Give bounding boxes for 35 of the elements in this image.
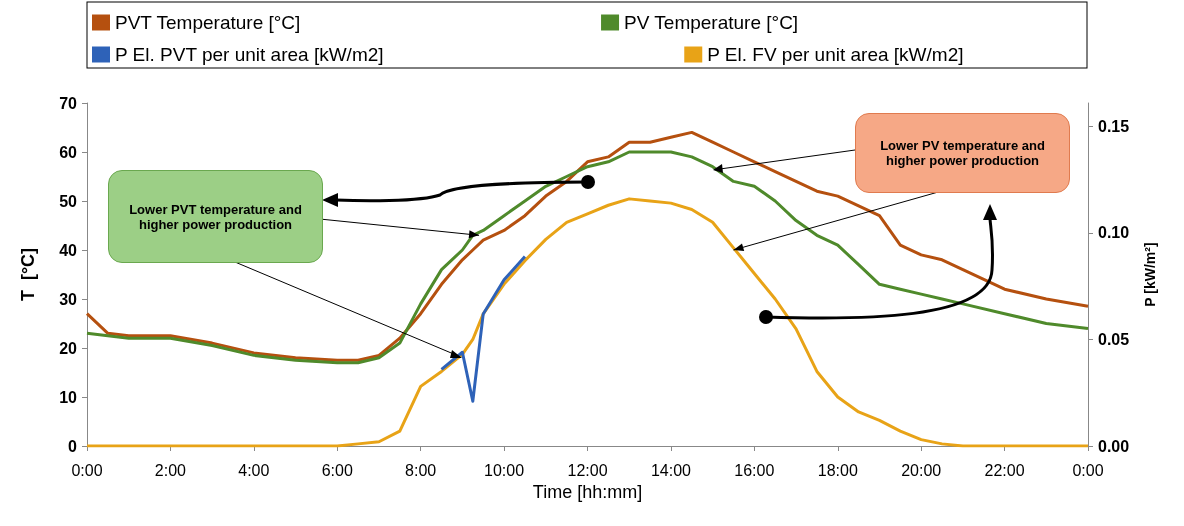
legend-label: PV Temperature [°C] [624,12,799,33]
y-tick-label: 0 [68,437,78,455]
callout-box: Lower PVT temperature and higher power production [108,170,323,263]
y-tick-label: 60 [59,143,78,161]
y-tick-label: 30 [59,290,78,308]
x-tick-label: 6:00 [321,461,353,479]
x-tick-label: 16:00 [734,461,775,479]
y-tick-label: 50 [59,192,78,210]
y-tick-label: 10 [59,388,78,406]
x-tick-label: 18:00 [817,461,858,479]
legend-label: PVT Temperature [°C] [115,12,301,33]
y2-tick-label: 0.15 [1098,117,1130,135]
y-axis-title: T [°C] [18,247,38,302]
x-tick-label: 8:00 [405,461,437,479]
y2-tick-label: 0.10 [1098,224,1130,242]
legend-label: P El. PVT per unit area [kW/m2] [115,44,384,65]
x-tick-label: 20:00 [901,461,942,479]
y2-tick-label: 0.00 [1098,437,1130,455]
x-tick-label: 0:00 [1072,461,1104,479]
callout-box: Lower PV temperature and higher power production [855,113,1070,193]
x-tick-label: 4:00 [238,461,270,479]
x-tick-label: 22:00 [984,461,1025,479]
y-tick-label: 70 [59,94,78,112]
x-tick-label: 14:00 [650,461,692,479]
y2-tick-label: 0.05 [1098,330,1130,348]
x-tick-label: 10:00 [484,461,525,479]
y-tick-label: 40 [59,241,78,259]
y-tick-label: 20 [59,339,78,357]
x-tick-label: 12:00 [567,461,608,479]
line-series [440,254,527,403]
legend-label: P El. FV per unit area [kW/m2] [707,44,964,65]
x-tick-label: 0:00 [71,461,103,479]
x-axis-title: Time [hh:mm] [532,481,643,502]
y2-axis-title: P [kW/m²] [1142,242,1158,307]
x-tick-label: 2:00 [154,461,187,479]
